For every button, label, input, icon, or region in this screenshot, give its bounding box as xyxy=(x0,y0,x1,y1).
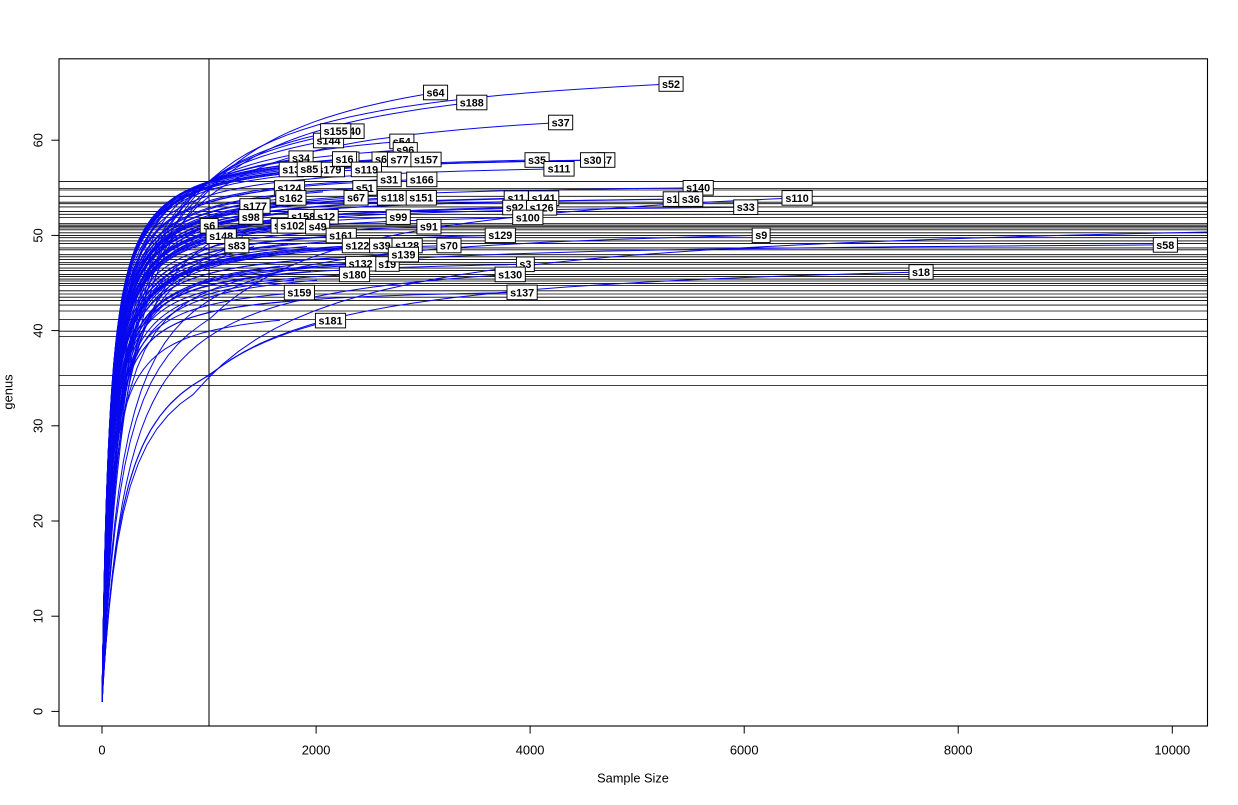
svg-text:s162: s162 xyxy=(279,193,303,205)
svg-text:s110: s110 xyxy=(785,193,808,205)
svg-text:s52: s52 xyxy=(662,79,680,91)
svg-text:s129: s129 xyxy=(488,230,512,242)
svg-text:s122: s122 xyxy=(345,240,369,252)
svg-text:8000: 8000 xyxy=(944,742,973,757)
svg-text:s157: s157 xyxy=(414,154,438,166)
svg-text:s159: s159 xyxy=(287,288,311,300)
svg-text:s151: s151 xyxy=(409,193,433,205)
svg-text:s100: s100 xyxy=(516,212,540,224)
svg-text:s33: s33 xyxy=(737,202,755,214)
svg-text:s16: s16 xyxy=(335,154,353,166)
svg-text:genus: genus xyxy=(1,374,16,409)
svg-text:s58: s58 xyxy=(1156,240,1174,252)
svg-text:s13: s13 xyxy=(282,164,300,176)
svg-text:s30: s30 xyxy=(583,155,601,167)
svg-text:Sample Size: Sample Size xyxy=(597,771,669,786)
svg-text:s31: s31 xyxy=(380,174,398,186)
svg-text:s64: s64 xyxy=(426,87,444,99)
svg-text:s35: s35 xyxy=(528,155,546,167)
svg-text:s166: s166 xyxy=(410,174,434,186)
svg-text:s102: s102 xyxy=(280,221,304,233)
svg-text:s137: s137 xyxy=(510,287,534,299)
svg-text:s9: s9 xyxy=(755,230,767,242)
svg-text:s119: s119 xyxy=(355,164,378,176)
svg-text:10: 10 xyxy=(31,609,46,623)
svg-text:s181: s181 xyxy=(318,316,342,328)
svg-text:s179: s179 xyxy=(317,164,341,176)
svg-text:0: 0 xyxy=(31,708,46,715)
svg-text:s118: s118 xyxy=(381,193,404,205)
svg-text:s36: s36 xyxy=(682,194,700,206)
svg-text:0: 0 xyxy=(98,742,105,757)
svg-text:s98: s98 xyxy=(242,212,260,224)
svg-text:s91: s91 xyxy=(420,222,438,234)
svg-text:s83: s83 xyxy=(228,240,246,252)
svg-text:s1: s1 xyxy=(666,194,678,206)
svg-text:s67: s67 xyxy=(347,193,365,205)
svg-text:10000: 10000 xyxy=(1154,742,1190,757)
svg-text:40: 40 xyxy=(31,323,46,337)
svg-text:2000: 2000 xyxy=(302,742,331,757)
svg-text:60: 60 xyxy=(31,133,46,147)
svg-text:s70: s70 xyxy=(440,240,458,252)
svg-text:s39: s39 xyxy=(373,240,391,252)
svg-text:s85: s85 xyxy=(300,164,318,176)
svg-text:50: 50 xyxy=(31,228,46,242)
svg-text:s139: s139 xyxy=(391,250,415,262)
svg-text:s130: s130 xyxy=(498,269,522,281)
svg-text:30: 30 xyxy=(31,419,46,433)
svg-text:s37: s37 xyxy=(552,117,570,129)
svg-text:s111: s111 xyxy=(548,164,571,176)
svg-text:s155: s155 xyxy=(324,126,348,138)
svg-text:6000: 6000 xyxy=(730,742,759,757)
svg-text:s188: s188 xyxy=(460,97,484,109)
svg-text:s18: s18 xyxy=(912,267,930,279)
svg-text:20: 20 xyxy=(31,514,46,528)
svg-text:s77: s77 xyxy=(390,154,408,166)
svg-text:s99: s99 xyxy=(389,212,407,224)
svg-text:s49: s49 xyxy=(309,222,327,234)
svg-text:s180: s180 xyxy=(342,269,366,281)
svg-text:4000: 4000 xyxy=(516,742,545,757)
